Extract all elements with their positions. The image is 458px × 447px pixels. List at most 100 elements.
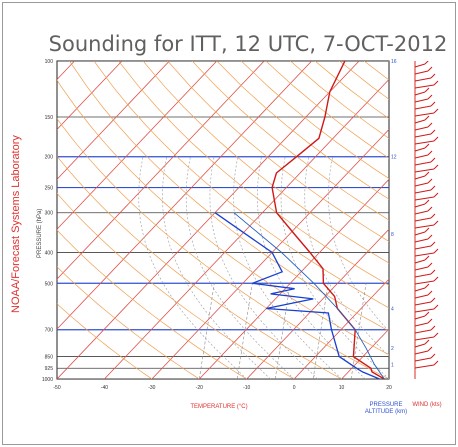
mixing-ratio-line — [312, 283, 329, 379]
wind-barb — [414, 245, 432, 250]
pressure-tick-label: 100 — [45, 59, 54, 65]
wind-barb — [414, 84, 435, 89]
temperature-tick-label: -10 — [243, 385, 250, 391]
dry-adiabat-line — [216, 61, 389, 200]
wind-barb — [414, 231, 426, 236]
dry-adiabat-line — [69, 61, 389, 332]
wind-barb-flag — [430, 101, 436, 107]
wind-barb-flag — [433, 164, 439, 170]
wind-barb-flag — [427, 94, 433, 100]
wind-barb — [414, 126, 429, 131]
wind-barb — [414, 350, 429, 355]
wind-barb — [414, 70, 429, 75]
isotherm-line — [57, 61, 265, 280]
wind-barb — [414, 91, 426, 96]
wind-barb-flag — [424, 115, 430, 121]
moist-adiabat-line — [304, 156, 389, 357]
isotherm-line — [199, 178, 389, 379]
mixing-ratio-line — [236, 283, 253, 379]
wind-barb-flag — [433, 276, 439, 282]
moist-adiabat-line — [185, 156, 295, 379]
altitude-tick-label: 12 — [391, 155, 397, 161]
wind-barb — [414, 112, 435, 117]
wind-barb — [414, 280, 435, 285]
wind-barb — [414, 189, 432, 194]
altitude-tick-label: 16 — [391, 59, 397, 65]
isotherm-line — [57, 61, 360, 379]
dry-adiabat-line — [57, 266, 200, 379]
wind-barb — [414, 266, 429, 271]
wind-barb — [414, 336, 435, 341]
wind-barb-flag — [430, 269, 436, 275]
wind-barb-flag — [430, 157, 436, 163]
wind-barbs — [414, 61, 439, 379]
wind-barb — [414, 77, 432, 82]
wind-barb — [414, 322, 429, 327]
moist-adiabat-line — [328, 156, 389, 333]
wind-barb-flag — [427, 318, 433, 324]
pressure-tick-label: 925 — [45, 366, 54, 372]
wind-barb — [414, 161, 432, 166]
wind-barb-flag — [433, 192, 439, 198]
wind-barb — [414, 168, 435, 173]
altitude-tick-label: 8 — [391, 232, 394, 238]
wind-barb — [414, 329, 432, 334]
wind-barb-flag — [430, 129, 436, 135]
wind-label: WIND (kts) — [412, 402, 441, 408]
wind-barb — [414, 301, 432, 306]
wind-barb — [414, 238, 429, 243]
temperature-tick-label: 10 — [339, 385, 345, 391]
temperature-tick-label: 0 — [293, 385, 296, 391]
wind-barb-flag — [427, 206, 433, 212]
wind-barb — [414, 357, 432, 362]
grid-lines — [57, 61, 389, 379]
wind-barb-flag — [427, 262, 433, 268]
isotherm-line — [293, 278, 389, 379]
wind-barb-flag — [433, 360, 439, 366]
pressure-tick-label: 500 — [45, 281, 54, 287]
temperature-tick-label: 20 — [386, 385, 392, 391]
profile-lines — [214, 61, 385, 379]
wind-barb-flag — [427, 150, 433, 156]
wind-barb — [414, 217, 432, 222]
wind-barb — [414, 294, 429, 299]
parcel-path — [233, 212, 385, 379]
dry-adiabat-line — [57, 118, 389, 379]
wind-barb-flag — [424, 143, 430, 149]
temperature-tick-label: -40 — [101, 385, 108, 391]
wind-barb-flag — [430, 73, 436, 79]
wind-barb-flag — [424, 227, 430, 233]
dry-adiabat-line — [118, 61, 389, 286]
plot-area — [56, 60, 390, 380]
altitude-label-line2: ALTITUDE (km) — [365, 409, 407, 415]
wind-barb-flag — [424, 255, 430, 261]
wind-barb-flag — [427, 66, 433, 72]
wind-barb — [414, 140, 435, 145]
isotherm-line — [57, 61, 218, 230]
isotherm-line — [151, 128, 389, 379]
altitude-tick-label: 1 — [391, 362, 394, 368]
wind-barb — [414, 315, 426, 320]
chart-title: Sounding for ITT, 12 UTC, 7-OCT-2012 — [49, 32, 448, 56]
wind-barb — [414, 196, 435, 201]
mixing-ratio-line — [199, 283, 215, 379]
y-axis-label: PRESSURE (hPa) — [37, 209, 43, 258]
moist-adiabat-line — [256, 156, 366, 379]
wind-barb — [414, 252, 435, 257]
wind-barb-flag — [430, 325, 436, 331]
wind-barb — [414, 287, 426, 292]
wind-barb — [414, 105, 432, 110]
wind-barb-flag — [433, 332, 439, 338]
wind-barb-flag — [424, 61, 429, 65]
wind-barb-flag — [433, 304, 439, 310]
pressure-tick-label: 250 — [45, 186, 54, 192]
isotherm-line — [246, 228, 389, 379]
pressure-tick-label: 700 — [45, 328, 54, 334]
dry-adiabat-line — [57, 155, 342, 379]
altitude-tick-labels: 16 12 8 4 2 1 — [391, 59, 397, 368]
wind-barb-flag — [424, 311, 430, 317]
wind-barb-flag — [424, 87, 430, 93]
pressure-tick-label: 200 — [45, 155, 54, 161]
wind-barb — [414, 259, 426, 264]
dry-adiabat-line — [167, 61, 389, 242]
